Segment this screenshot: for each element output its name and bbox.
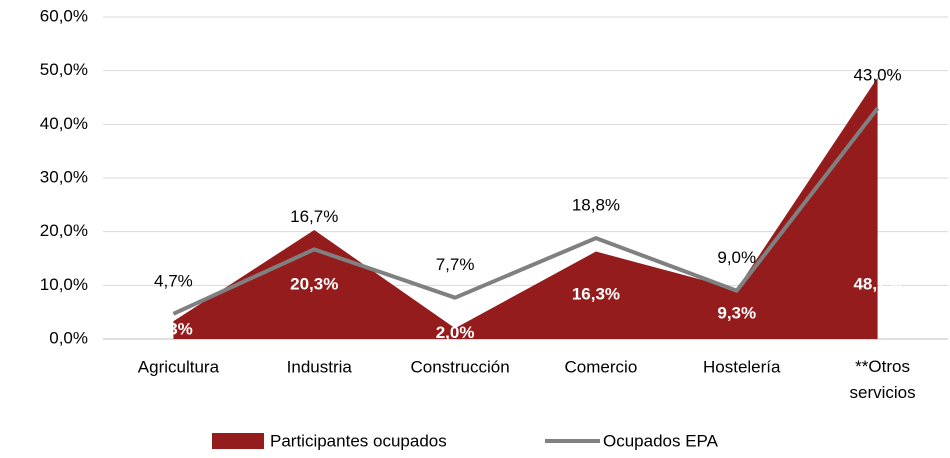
data-label: 18,8%: [572, 196, 620, 215]
y-tick-label: 40,0%: [40, 114, 88, 133]
x-tick-label: **Otros servicios: [850, 357, 916, 402]
y-tick-label: 50,0%: [40, 60, 88, 79]
data-label: 48,7%: [853, 274, 901, 293]
x-tick-label: Comercio: [565, 357, 638, 376]
x-tick-label: Construcción: [410, 357, 509, 376]
y-tick-label: 10,0%: [40, 275, 88, 294]
data-label: 7,7%: [436, 255, 475, 274]
data-label: 3,3%: [154, 320, 193, 339]
x-tick-label: Agricultura: [138, 357, 220, 376]
x-tick-label-line: servicios: [850, 383, 916, 402]
x-tick-label: Hostelería: [703, 357, 781, 376]
data-label: 2,0%: [436, 323, 475, 342]
y-tick-label: 30,0%: [40, 167, 88, 186]
y-tick-label: 20,0%: [40, 221, 88, 240]
data-label: 20,3%: [290, 274, 338, 293]
data-label: 16,3%: [572, 285, 620, 304]
data-label: 4,7%: [154, 271, 193, 290]
data-label: 9,3%: [717, 304, 756, 323]
y-tick-label: 60,0%: [40, 6, 88, 25]
x-tick-label: Industria: [287, 357, 353, 376]
line: [172, 107, 880, 316]
data-label: 16,7%: [290, 207, 338, 226]
legend-label: Participantes ocupados: [270, 431, 447, 450]
data-label: 43,0%: [853, 66, 901, 85]
legend-swatch: [212, 433, 264, 449]
legend-label: Ocupados EPA: [603, 431, 719, 450]
data-label: 9,0%: [717, 248, 756, 267]
x-tick-label-line: **Otros: [855, 357, 910, 376]
area: [173, 77, 878, 339]
y-tick-label: 0,0%: [49, 328, 88, 347]
